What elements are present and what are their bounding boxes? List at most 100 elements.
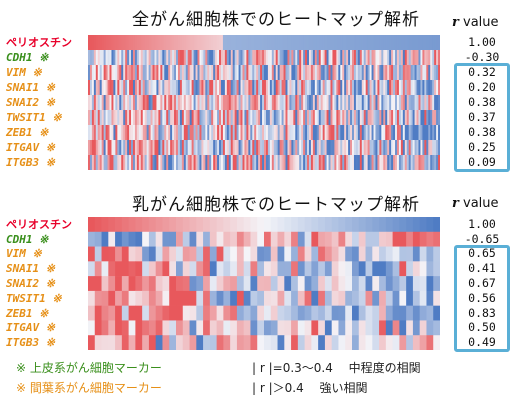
- heatmap-row-2: [88, 246, 440, 262]
- heatmap-row-6: [88, 305, 440, 321]
- heatmap-cell: [246, 125, 249, 141]
- heatmap-cell: [352, 35, 355, 51]
- heatmap-cell: [310, 155, 314, 170]
- heatmap-cell: [363, 95, 367, 111]
- heatmap-cell: [222, 35, 226, 51]
- heatmap-cell: [346, 50, 349, 66]
- heatmap-cell: [108, 290, 116, 306]
- heatmap-cell: [107, 110, 110, 126]
- heatmap-cell: [156, 80, 159, 96]
- heatmap-cell: [257, 276, 265, 292]
- heatmap-cell: [314, 50, 318, 66]
- heatmap-cell: [305, 110, 308, 126]
- heatmap-cell: [213, 35, 216, 51]
- heatmap-cell: [170, 35, 173, 51]
- heatmap-cell: [189, 217, 197, 233]
- heatmap-cell: [332, 80, 335, 96]
- heatmap-cell: [383, 95, 386, 111]
- heatmap-cell: [103, 35, 106, 51]
- heatmap-cell: [215, 155, 218, 170]
- heatmap-cell: [416, 35, 419, 51]
- heatmap-cell: [293, 125, 296, 141]
- heatmap-cell: [246, 140, 249, 156]
- heatmap-cell: [291, 231, 299, 247]
- heatmap-cell: [400, 35, 404, 51]
- heatmap-cell: [291, 305, 299, 321]
- heatmap-cell: [97, 125, 101, 141]
- heatmap-cell: [158, 140, 161, 156]
- heatmap-cell: [189, 261, 197, 277]
- heatmap-cell: [355, 50, 359, 66]
- heatmap-cell: [385, 231, 394, 247]
- heatmap-cell: [166, 125, 169, 141]
- heatmap-cell: [285, 155, 288, 170]
- heatmap-cell: [230, 125, 234, 141]
- heatmap-cell: [434, 125, 437, 141]
- r-value: 1.00: [468, 216, 496, 231]
- heatmap-cell: [105, 125, 108, 141]
- heatmap-cell: [396, 80, 400, 96]
- heatmap-cell: [284, 335, 292, 350]
- heatmap-cell: [228, 140, 232, 156]
- heatmap-cell: [365, 335, 373, 350]
- heatmap-cell: [277, 50, 281, 66]
- heatmap-cell: [203, 155, 206, 170]
- heatmap-cell: [412, 217, 421, 233]
- heatmap-cell: [129, 80, 132, 96]
- heatmap-cell: [158, 110, 161, 126]
- heatmap-cell: [183, 140, 187, 156]
- heatmap-cell: [172, 140, 175, 156]
- heatmap-cell: [420, 65, 423, 81]
- heatmap-cell: [123, 95, 126, 111]
- heatmap-cell: [230, 290, 238, 306]
- heatmap-cell: [381, 80, 384, 96]
- r-value: 0.67: [468, 276, 496, 290]
- heatmap-cell: [196, 217, 204, 233]
- heatmap-cell: [203, 125, 206, 141]
- heatmap-cell: [391, 95, 394, 111]
- heatmap-cell: [293, 140, 296, 156]
- heatmap-cell: [216, 231, 224, 247]
- heatmap-cell: [240, 50, 243, 66]
- heatmap-cell: [181, 140, 185, 156]
- heatmap-cell: [438, 65, 440, 81]
- heatmap-cell: [372, 276, 380, 292]
- heatmap-cell: [203, 95, 206, 111]
- heatmap-cell: [307, 95, 310, 111]
- heatmap-cell: [230, 335, 238, 350]
- heatmap-cell: [243, 305, 251, 321]
- heatmap-cell: [242, 35, 245, 51]
- heatmap-cell: [338, 305, 346, 321]
- heatmap-cell: [275, 50, 279, 66]
- heatmap-cell: [215, 80, 218, 96]
- heatmap-cell: [418, 125, 421, 141]
- heatmap-cell: [205, 140, 208, 156]
- heatmap-cell: [396, 140, 400, 156]
- heatmap-cell: [158, 65, 161, 81]
- heatmap-cell: [291, 155, 294, 170]
- heatmap-cell: [128, 320, 136, 336]
- heatmap-cell: [88, 35, 91, 51]
- heatmap-cell: [174, 140, 177, 156]
- heatmap-cell: [183, 80, 187, 96]
- heatmap-cell: [418, 155, 421, 170]
- heatmap-cell: [160, 110, 163, 126]
- heatmap-cell: [271, 95, 275, 111]
- heatmap-cell: [94, 276, 102, 292]
- heatmap-cell: [428, 95, 431, 111]
- heatmap-cell: [412, 155, 415, 170]
- heatmap-cell: [426, 305, 434, 321]
- heatmap-cell: [109, 35, 112, 51]
- heatmap-cell: [420, 50, 423, 66]
- heatmap-cell: [430, 140, 433, 156]
- heatmap-cell: [365, 140, 369, 156]
- heatmap-cell: [236, 335, 245, 350]
- heatmap-cell: [160, 65, 163, 81]
- heatmap-cell: [154, 155, 157, 170]
- heatmap-cell: [260, 155, 263, 170]
- heatmap-cell: [158, 125, 161, 141]
- heatmap-cell: [101, 80, 105, 96]
- heatmap-cell: [389, 110, 392, 126]
- heatmap-cell: [215, 140, 218, 156]
- heatmap-cell: [419, 276, 427, 292]
